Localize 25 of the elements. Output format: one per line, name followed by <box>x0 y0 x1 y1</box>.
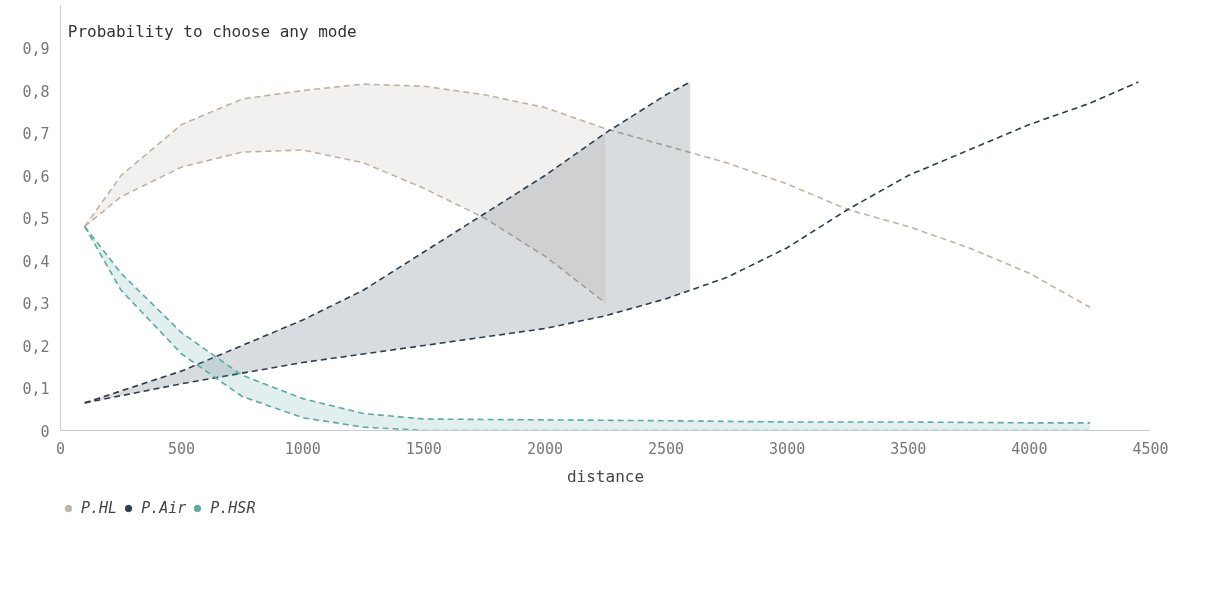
x-tick-label: 2500 <box>647 439 685 458</box>
y-tick-label: 0,5 <box>22 210 50 228</box>
y-tick-label: 0,1 <box>22 380 50 398</box>
y-tick-label: 0,6 <box>22 167 50 186</box>
x-tick-label: 2000 <box>526 439 564 458</box>
y-tick-label: 0,2 <box>22 337 50 356</box>
y-tick-label: 0,4 <box>22 252 50 271</box>
x-tick-label: 0 <box>55 439 66 458</box>
y-tick-label: 0 <box>40 422 50 441</box>
x-tick-label: 1000 <box>284 439 321 458</box>
x-tick-label: 4000 <box>1011 439 1048 458</box>
x-tick-label: 3500 <box>890 439 927 458</box>
legend-label: P.HSR <box>210 499 256 517</box>
legend-label: P.Air <box>141 499 187 517</box>
text: Probability to choose any mode <box>67 21 357 41</box>
x-tick-label: 3000 <box>769 439 806 458</box>
y-tick-label: 0,9 <box>22 40 50 58</box>
y-tick-label: 0,8 <box>22 82 50 101</box>
x-tick-label: 1500 <box>405 439 442 458</box>
legend-label: P.HL <box>81 499 118 517</box>
y-tick-label: 0,7 <box>22 125 50 143</box>
y-tick-label: 0,3 <box>22 295 50 313</box>
x-axis-title: distance <box>566 466 645 486</box>
x-tick-label: 4500 <box>1132 439 1169 458</box>
x-tick-label: 500 <box>168 439 196 458</box>
